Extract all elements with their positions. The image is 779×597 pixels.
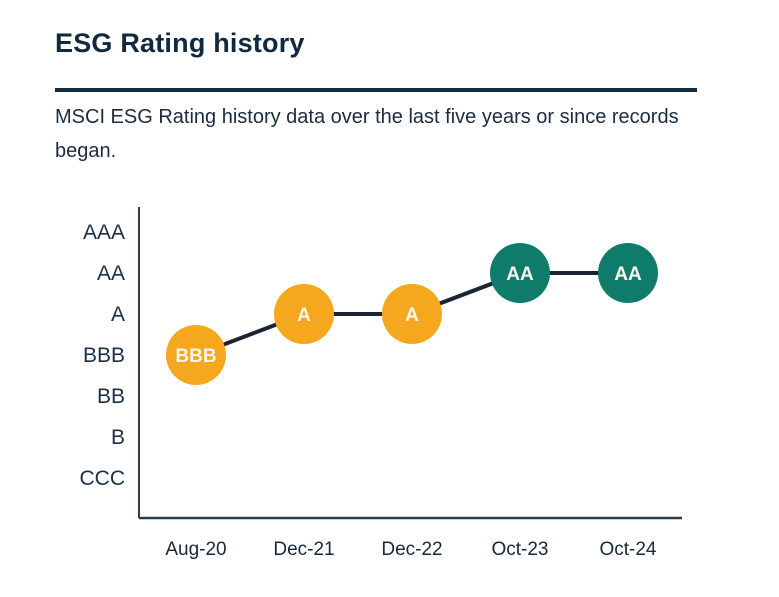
- x-axis-label-dec-22: Dec-22: [381, 539, 442, 560]
- y-axis-label-aa: AA: [97, 262, 125, 285]
- data-point-aug-20: [166, 325, 226, 385]
- data-point-label-oct-23: AA: [506, 264, 534, 285]
- esg-rating-chart: AAA AA A BBB BB B CCC Aug-20 Dec-21 Dec-22 Oct-23 O…: [0, 185, 779, 597]
- y-axis-label-b: B: [111, 426, 125, 449]
- x-axis-label-dec-21: Dec-21: [273, 539, 334, 560]
- x-axis-label-oct-23: Oct-23: [491, 539, 548, 560]
- data-point-dec-22: [382, 284, 442, 344]
- data-point-label-dec-22: A: [405, 305, 419, 326]
- x-axis-label-oct-24: Oct-24: [599, 539, 656, 560]
- y-axis-label-bbb: BBB: [83, 344, 125, 367]
- y-axis-label-aaa: AAA: [83, 221, 125, 244]
- page-title: ESG Rating history: [55, 28, 305, 58]
- data-point-label-aug-20: BBB: [175, 346, 216, 367]
- data-point-dec-21: [274, 284, 334, 344]
- page-subtitle: MSCI ESG Rating history data over the la…: [55, 106, 679, 162]
- y-axis-label-ccc: CCC: [80, 467, 126, 490]
- y-axis-label-a: A: [111, 303, 125, 326]
- title-divider: [55, 88, 697, 92]
- data-point-label-oct-24: AA: [614, 264, 642, 285]
- x-axis-label-aug-20: Aug-20: [165, 539, 226, 560]
- data-point-label-dec-21: A: [297, 305, 311, 326]
- y-axis-label-bb: BB: [97, 385, 125, 408]
- data-point-oct-24: [598, 243, 658, 303]
- data-point-oct-23: [490, 243, 550, 303]
